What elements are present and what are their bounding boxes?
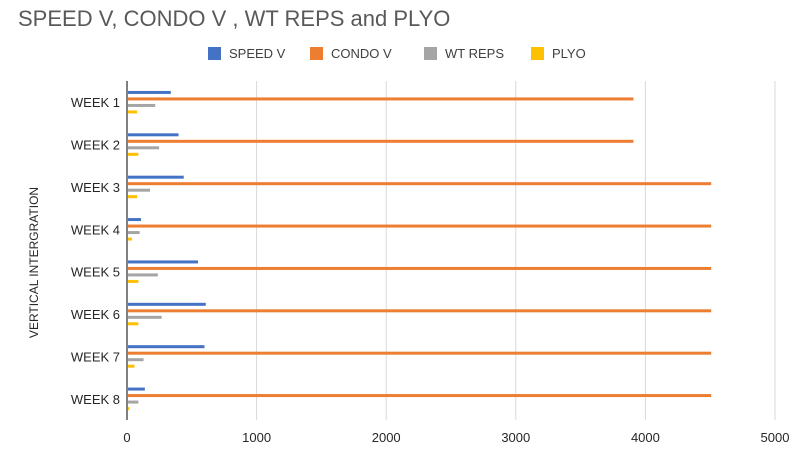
category-label: WEEK 8 xyxy=(71,392,120,407)
legend-label: CONDO V xyxy=(331,46,392,61)
bar-condo-v xyxy=(128,394,712,398)
bar-speed-v xyxy=(128,302,206,306)
x-tick-label: 3000 xyxy=(501,430,530,445)
bar-plyo xyxy=(128,407,130,411)
x-tick-label: 5000 xyxy=(761,430,790,445)
bar-wt-reps xyxy=(128,400,139,404)
bar-wt-reps xyxy=(128,358,144,362)
bar-speed-v xyxy=(128,133,179,137)
bar-plyo xyxy=(128,110,138,114)
legend-swatch xyxy=(208,47,221,60)
chart-title: SPEED V, CONDO V , WT REPS and PLYO xyxy=(18,6,450,31)
legend-swatch xyxy=(310,47,323,60)
bar-speed-v xyxy=(128,175,184,179)
category-label: WEEK 6 xyxy=(71,307,120,322)
category-label: WEEK 4 xyxy=(71,222,120,237)
bar-wt-reps xyxy=(128,188,151,192)
category-label: WEEK 5 xyxy=(71,265,120,280)
bar-speed-v xyxy=(128,218,141,222)
bar-condo-v xyxy=(128,266,712,270)
category-label: WEEK 1 xyxy=(71,95,120,110)
bar-wt-reps xyxy=(128,315,162,319)
bar-wt-reps xyxy=(128,103,156,107)
category-label: WEEK 7 xyxy=(71,349,120,364)
bars xyxy=(128,90,712,411)
bar-speed-v xyxy=(128,345,205,349)
x-tick-label: 2000 xyxy=(372,430,401,445)
category-label: WEEK 3 xyxy=(71,180,120,195)
legend-label: PLYO xyxy=(552,46,586,61)
category-label: WEEK 2 xyxy=(71,138,120,153)
x-tick-label: 4000 xyxy=(631,430,660,445)
legend-swatch xyxy=(531,47,544,60)
x-tick-labels: 0 1000 2000 3000 4000 5000 xyxy=(123,430,789,445)
legend-label: WT REPS xyxy=(445,46,504,61)
bar-plyo xyxy=(128,237,132,241)
bar-plyo xyxy=(128,322,139,326)
bar-plyo xyxy=(128,152,139,156)
bar-plyo xyxy=(128,279,139,283)
bar-plyo xyxy=(128,195,138,199)
y-axis-title: VERTICAL INTERGRATION xyxy=(27,187,41,338)
bar-condo-v xyxy=(128,139,634,143)
bar-speed-v xyxy=(128,260,198,264)
category-labels: WEEK 1 WEEK 2 WEEK 3 WEEK 4 WEEK 5 WEEK 6 WEEK… xyxy=(71,95,120,407)
bar-condo-v xyxy=(128,97,634,101)
legend: SPEED V CONDO V WT REPS PLYO xyxy=(208,46,586,61)
bar-speed-v xyxy=(128,387,145,391)
legend-swatch xyxy=(424,47,437,60)
bar-condo-v xyxy=(128,182,712,186)
bar-condo-v xyxy=(128,309,712,313)
bar-wt-reps xyxy=(128,273,158,277)
bar-condo-v xyxy=(128,224,712,228)
x-tick-label: 1000 xyxy=(242,430,271,445)
gridlines xyxy=(256,81,776,420)
bar-condo-v xyxy=(128,351,712,355)
x-tick-label: 0 xyxy=(123,430,130,445)
bar-wt-reps xyxy=(128,231,140,235)
bar-wt-reps xyxy=(128,146,160,150)
bar-plyo xyxy=(128,364,135,368)
legend-label: SPEED V xyxy=(229,46,286,61)
bar-speed-v xyxy=(128,90,171,94)
